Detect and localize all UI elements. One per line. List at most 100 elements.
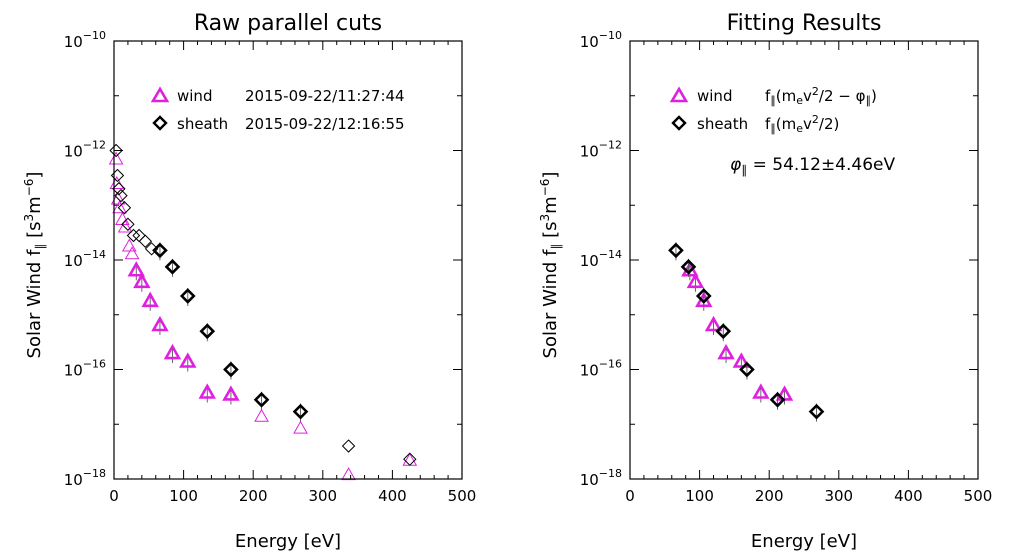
sheath-marker bbox=[117, 201, 132, 215]
y-tick-label: 10−14 bbox=[64, 248, 106, 270]
legend-label-sheath: sheath bbox=[697, 115, 748, 133]
legend-label-sheath: sheath bbox=[177, 115, 228, 133]
y-tick-label: 10−12 bbox=[64, 139, 106, 161]
panel-raw-parallel-cuts: Raw parallel cuts 10−1010−1210−1410−1610… bbox=[22, 11, 476, 552]
wind-marker bbox=[121, 238, 137, 252]
sheath-marker bbox=[138, 234, 153, 248]
sheath-marker bbox=[152, 242, 168, 259]
wind-marker bbox=[112, 200, 127, 214]
sheath-marker bbox=[179, 288, 196, 304]
wind-marker bbox=[686, 272, 705, 289]
wind-marker bbox=[109, 175, 125, 189]
sheath-marker bbox=[126, 228, 141, 243]
wind-marker bbox=[151, 315, 169, 332]
wind-marker bbox=[752, 383, 770, 399]
wind-marker bbox=[254, 408, 269, 422]
wind-marker bbox=[179, 352, 197, 368]
legend-marker-wind bbox=[150, 86, 170, 103]
wind-marker bbox=[117, 219, 133, 233]
sheath-marker bbox=[668, 242, 684, 259]
sheath-marker bbox=[680, 259, 697, 275]
sheath-marker bbox=[403, 452, 417, 466]
plot-frame bbox=[629, 40, 979, 480]
x-tick-label: 300 bbox=[308, 487, 337, 505]
wind-marker bbox=[732, 352, 751, 368]
sheath-marker bbox=[769, 391, 786, 408]
wind-marker bbox=[704, 315, 723, 332]
legend-marker-sheath bbox=[671, 115, 687, 131]
x-tick-labels: 0 100 200 300 400 500 bbox=[625, 41, 992, 505]
x-tick-label: 100 bbox=[169, 487, 198, 505]
sheath-marker bbox=[715, 323, 732, 340]
legend-marker-sheath bbox=[152, 115, 168, 131]
legend-marker-wind bbox=[669, 86, 689, 103]
x-axis-label: Energy [eV] bbox=[751, 531, 857, 552]
legend-label-wind: wind bbox=[177, 87, 212, 105]
sheath-marker bbox=[121, 217, 135, 231]
y-tick-label: 10−14 bbox=[580, 248, 622, 270]
x-tick-label: 400 bbox=[378, 487, 407, 505]
chart-title: Raw parallel cuts bbox=[194, 11, 382, 36]
y-tick-label: 10−16 bbox=[580, 358, 622, 380]
x-tick-label: 500 bbox=[964, 487, 993, 505]
y-axis-label: Solar Wind f∥ [s3m−6] bbox=[22, 172, 47, 359]
x-tick-label: 500 bbox=[448, 487, 477, 505]
wind-marker bbox=[133, 272, 151, 289]
y-tick-label: 10−12 bbox=[580, 139, 622, 161]
wind-marker bbox=[717, 343, 735, 360]
data-markers bbox=[108, 143, 418, 481]
wind-marker bbox=[108, 151, 124, 165]
data-markers bbox=[668, 242, 825, 422]
y-axis-label: Solar Wind f∥ [s3m−6] bbox=[538, 172, 563, 359]
legend-time-wind: 2015-09-22/11:27:44 bbox=[245, 87, 405, 105]
sheath-marker bbox=[199, 323, 216, 340]
x-tick-label: 200 bbox=[239, 487, 268, 505]
wind-marker bbox=[163, 343, 182, 360]
sheath-marker bbox=[109, 143, 123, 158]
wind-marker bbox=[341, 467, 356, 481]
legend-formula-wind: f∥(mev2/2 − φ∥) bbox=[765, 85, 877, 107]
legend: wind 2015-09-22/11:27:44 sheath 2015-09-… bbox=[150, 86, 405, 133]
sheath-marker bbox=[292, 403, 309, 420]
sheath-marker bbox=[223, 361, 239, 378]
wind-marker bbox=[124, 246, 140, 260]
y-tick-label: 10−16 bbox=[64, 358, 106, 380]
sheath-marker bbox=[341, 439, 356, 453]
x-axis-label: Energy [eV] bbox=[235, 531, 341, 552]
sheath-marker bbox=[808, 403, 825, 420]
x-tick-label: 0 bbox=[109, 487, 119, 505]
legend-time-sheath: 2015-09-22/12:16:55 bbox=[245, 115, 405, 133]
y-tick-label: 10−18 bbox=[64, 467, 106, 489]
legend: wind f∥(mev2/2 − φ∥) sheath f∥(mev2/2) bbox=[669, 85, 877, 135]
sheath-marker bbox=[114, 188, 128, 203]
sheath-marker bbox=[739, 361, 755, 378]
wind-marker bbox=[293, 420, 308, 434]
wind-marker bbox=[222, 385, 240, 401]
wind-marker bbox=[127, 261, 146, 277]
wind-marker bbox=[198, 383, 216, 399]
wind-marker bbox=[402, 452, 418, 466]
x-tick-label: 400 bbox=[894, 487, 923, 505]
x-tick-labels: 0 100 200 300 400 500 bbox=[109, 41, 476, 505]
x-tick-label: 200 bbox=[755, 487, 784, 505]
x-tick-label: 0 bbox=[625, 487, 635, 505]
chart-title: Fitting Results bbox=[727, 11, 882, 36]
sheath-marker bbox=[695, 288, 712, 304]
y-tick-labels: 10−10 10−12 10−14 10−16 10−18 bbox=[580, 29, 978, 489]
plot-frame bbox=[113, 40, 463, 480]
y-tick-labels: 10−10 10−12 10−14 10−16 10−18 bbox=[64, 29, 462, 489]
phi-annotation: φ∥ = 54.12±4.46eV bbox=[730, 155, 895, 177]
y-tick-label: 10−10 bbox=[580, 29, 622, 51]
wind-marker bbox=[141, 291, 159, 308]
y-tick-label: 10−10 bbox=[64, 29, 106, 51]
legend-formula-sheath: f∥(mev2/2) bbox=[765, 113, 839, 135]
sheath-marker bbox=[112, 182, 126, 196]
y-tick-label: 10−18 bbox=[580, 467, 622, 489]
panel-fitting-results: Fitting Results 10−1010−1210−1410−1610−1… bbox=[538, 11, 992, 552]
x-tick-label: 100 bbox=[685, 487, 714, 505]
sheath-marker bbox=[144, 242, 159, 256]
x-tick-label: 300 bbox=[824, 487, 853, 505]
sheath-marker bbox=[164, 259, 181, 275]
legend-label-wind: wind bbox=[697, 87, 732, 105]
